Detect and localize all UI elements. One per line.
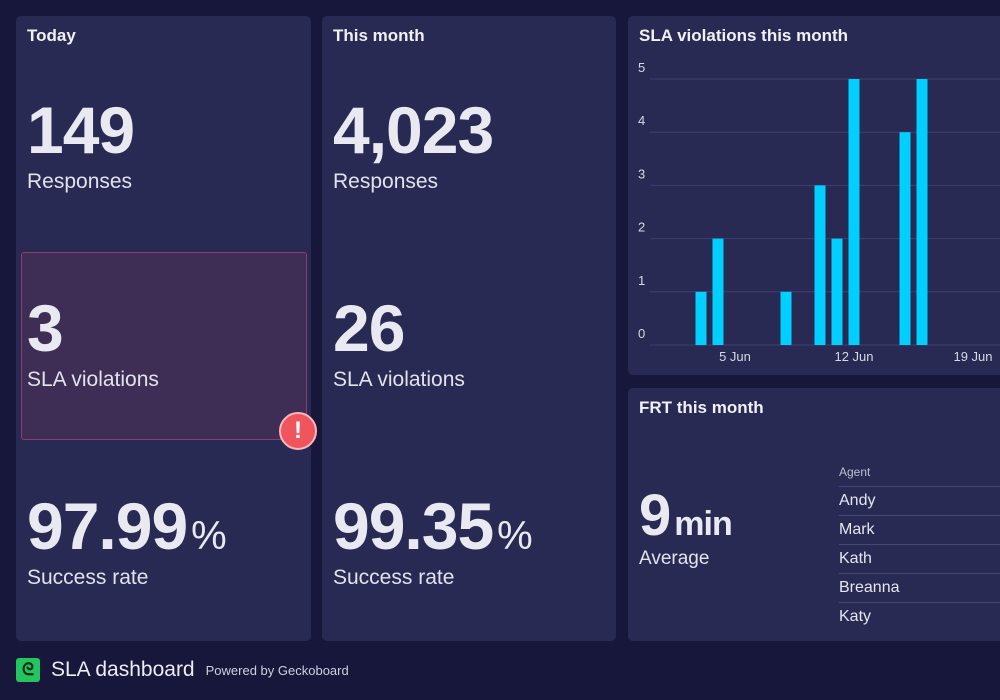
month-success-label: Success rate xyxy=(333,566,455,589)
success-number: 99.35 xyxy=(333,489,494,563)
powered-by: Powered by Geckoboard xyxy=(205,662,349,678)
frt-card: FRT this month 9 min Average Agent Andy Ma… xyxy=(628,388,1000,641)
month-violations-label: SLA violations xyxy=(333,368,465,391)
bar xyxy=(695,291,707,345)
today-success-value: 97.99% xyxy=(27,488,227,564)
percent-unit: % xyxy=(191,514,227,558)
month-card: This month 4,023 Responses 26 SLA violat… xyxy=(322,16,616,641)
month-success-value: 99.35% xyxy=(333,488,533,564)
y-tick-label: 3 xyxy=(638,166,645,181)
sla-violations-chart: 0 1 2 3 4 5 5 Jun 12 Jun 19 Jun xyxy=(638,60,1000,364)
frt-label: Average xyxy=(639,548,710,569)
agent-row: Mark xyxy=(839,515,1000,544)
success-number: 97.99 xyxy=(27,489,188,563)
percent-unit: % xyxy=(497,514,533,558)
month-responses-value: 4,023 xyxy=(333,93,494,167)
chart-title: SLA violations this month xyxy=(639,26,849,45)
agent-row: Katy xyxy=(839,602,1000,631)
sla-chart-card: SLA violations this month 0 1 2 3 4 5 5 Jun 12 … xyxy=(628,16,1000,375)
card-title: Today xyxy=(27,26,76,45)
month-responses-label: Responses xyxy=(333,170,439,193)
y-tick-label: 2 xyxy=(638,220,645,235)
exclamation-icon: ! xyxy=(279,412,317,450)
frt-number: 9 xyxy=(639,483,671,548)
agent-column-header: Agent xyxy=(839,465,871,479)
y-tick-label: 4 xyxy=(638,113,645,128)
x-tick-label: 19 Jun xyxy=(953,349,992,364)
agent-row: Breanna xyxy=(839,573,1000,602)
frt-unit: min xyxy=(674,505,732,543)
y-tick-label: 0 xyxy=(638,326,645,341)
agent-row: Andy xyxy=(839,486,1000,515)
x-tick-label: 5 Jun xyxy=(719,349,751,364)
today-responses-label: Responses xyxy=(27,170,133,193)
today-violations-value: 3 xyxy=(27,291,64,365)
bar xyxy=(848,79,860,345)
footer: ᘓ SLA dashboard Powered by Geckoboard xyxy=(16,656,349,684)
bar xyxy=(916,79,928,345)
bar xyxy=(712,238,724,345)
card-title: This month xyxy=(333,26,425,45)
card-title: FRT this month xyxy=(639,398,764,417)
x-tick-label: 12 Jun xyxy=(834,349,873,364)
agent-row: Kath xyxy=(839,544,1000,573)
bar xyxy=(831,238,843,345)
frt-value: 9 min xyxy=(639,482,733,549)
y-tick-label: 1 xyxy=(638,273,645,288)
y-tick-label: 5 xyxy=(638,60,645,75)
today-card: Today 149 Responses 3 SLA violations 97.… xyxy=(16,16,311,641)
dashboard-title: SLA dashboard xyxy=(51,658,195,681)
today-success-label: Success rate xyxy=(27,566,149,589)
bar xyxy=(814,185,826,345)
bar xyxy=(899,132,911,345)
bar xyxy=(780,291,792,345)
month-violations-value: 26 xyxy=(333,291,405,365)
geckoboard-logo-icon: ᘓ xyxy=(16,658,40,682)
today-violations-label: SLA violations xyxy=(27,368,159,391)
violation-alert-box xyxy=(21,252,307,440)
today-responses-value: 149 xyxy=(27,93,135,167)
